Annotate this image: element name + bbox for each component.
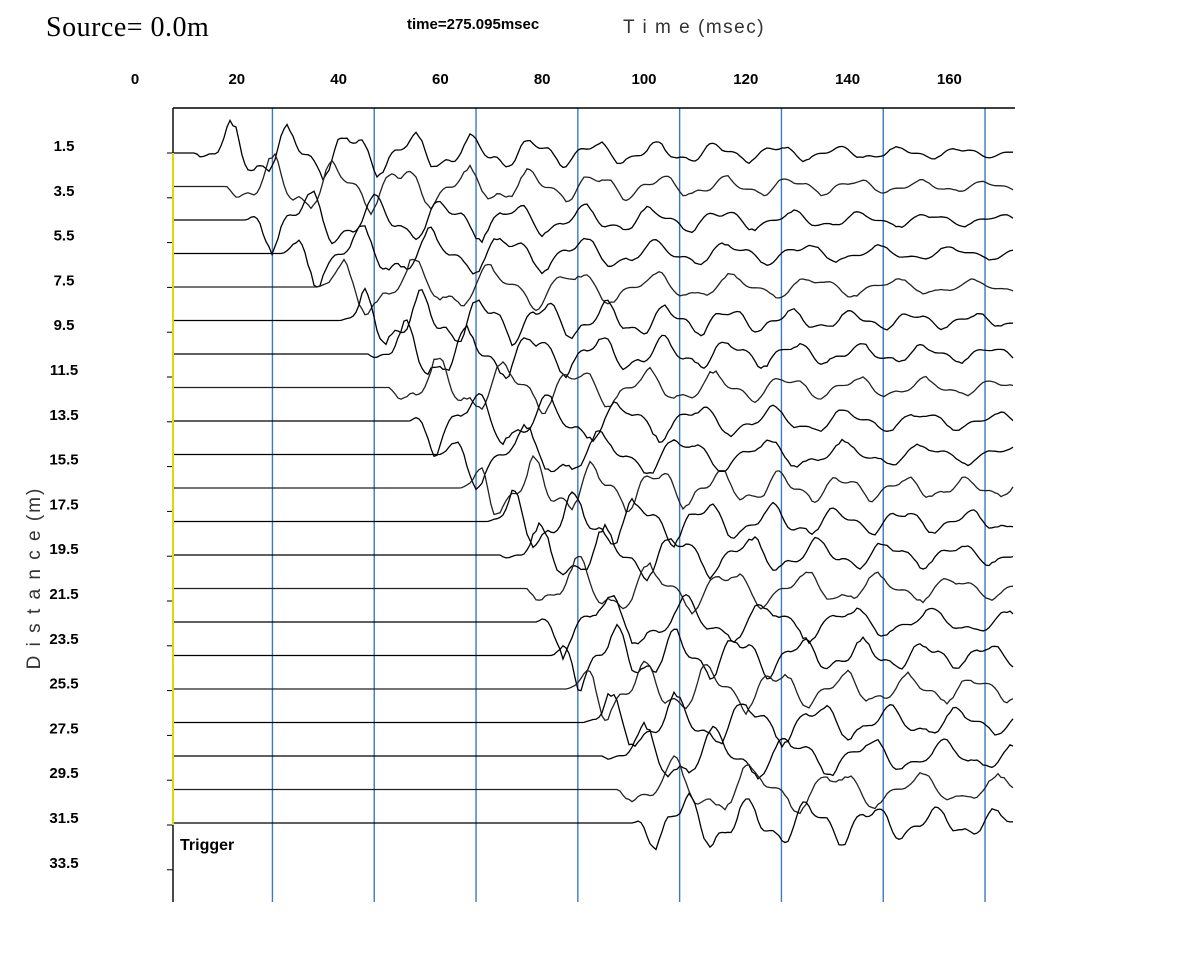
seismic-trace bbox=[173, 190, 1014, 257]
y-tick-label: 15.5 bbox=[49, 452, 78, 469]
seismic-trace bbox=[173, 755, 1014, 815]
x-tick-label: 0 bbox=[131, 71, 139, 88]
x-tick-label: 160 bbox=[937, 71, 962, 88]
x-tick-label: 20 bbox=[228, 71, 245, 88]
trace-layer bbox=[173, 118, 1014, 851]
grid-layer bbox=[271, 108, 986, 902]
y-tick-label: 17.5 bbox=[49, 496, 78, 513]
seismic-trace bbox=[173, 258, 1014, 316]
axis-layer bbox=[167, 107, 1015, 902]
label-layer: 0 20 40 60 80 100 120 140 160 1.5 3.5 5.5 7.5 9.5 11.5… bbox=[24, 71, 962, 872]
x-tick-label: 140 bbox=[835, 71, 860, 88]
x-tick-label: 100 bbox=[631, 71, 656, 88]
seismic-trace bbox=[173, 319, 1014, 380]
y-tick-label: 21.5 bbox=[49, 586, 78, 603]
y-tick-label: 23.5 bbox=[49, 631, 78, 648]
x-tick-label: 80 bbox=[534, 71, 551, 88]
y-axis-title: D i s t a n c e (m) bbox=[24, 487, 45, 670]
seismic-trace bbox=[173, 225, 1014, 288]
seismic-trace bbox=[173, 392, 1014, 458]
y-tick-label: 27.5 bbox=[49, 720, 78, 737]
seismic-trace bbox=[173, 287, 1014, 347]
x-axis-title: T i m e (msec) bbox=[623, 17, 766, 38]
x-tick-label: 40 bbox=[330, 71, 347, 88]
trigger-label: Trigger bbox=[180, 837, 234, 854]
y-tick-label: 13.5 bbox=[49, 407, 78, 424]
seismic-trace bbox=[173, 118, 1013, 182]
y-tick-label: 5.5 bbox=[54, 228, 75, 245]
y-tick-label: 11.5 bbox=[50, 362, 78, 379]
seismic-trace bbox=[173, 423, 1014, 491]
seismic-trace bbox=[173, 454, 1014, 516]
seismic-trace bbox=[173, 660, 1014, 722]
seismic-trace bbox=[173, 555, 1014, 615]
seismic-trace bbox=[173, 152, 1014, 216]
x-tick-label: 60 bbox=[432, 71, 449, 88]
seismic-trace bbox=[173, 489, 1014, 549]
y-tick-label: 31.5 bbox=[49, 810, 78, 827]
y-tick-label: 33.5 bbox=[49, 855, 78, 872]
seismic-trace bbox=[173, 690, 1014, 749]
x-tick-label: 120 bbox=[733, 71, 758, 88]
seismic-trace bbox=[173, 357, 1014, 415]
time-readout: time=275.095msec bbox=[407, 16, 540, 33]
y-tick-label: 9.5 bbox=[54, 317, 75, 334]
y-tick-label: 29.5 bbox=[49, 765, 78, 782]
y-tick-label: 25.5 bbox=[49, 676, 78, 693]
seismic-trace bbox=[173, 792, 1014, 851]
y-tick-label: 7.5 bbox=[54, 272, 75, 289]
y-tick-label: 19.5 bbox=[49, 541, 78, 558]
y-tick-label: 1.5 bbox=[54, 138, 75, 155]
seismic-trace bbox=[173, 623, 1014, 692]
y-tick-label: 3.5 bbox=[54, 183, 75, 200]
seismic-trace bbox=[173, 720, 1014, 780]
source-title: Source= 0.0m bbox=[46, 12, 210, 43]
seismic-trace bbox=[173, 593, 1014, 662]
seismic-trace bbox=[173, 521, 1014, 582]
